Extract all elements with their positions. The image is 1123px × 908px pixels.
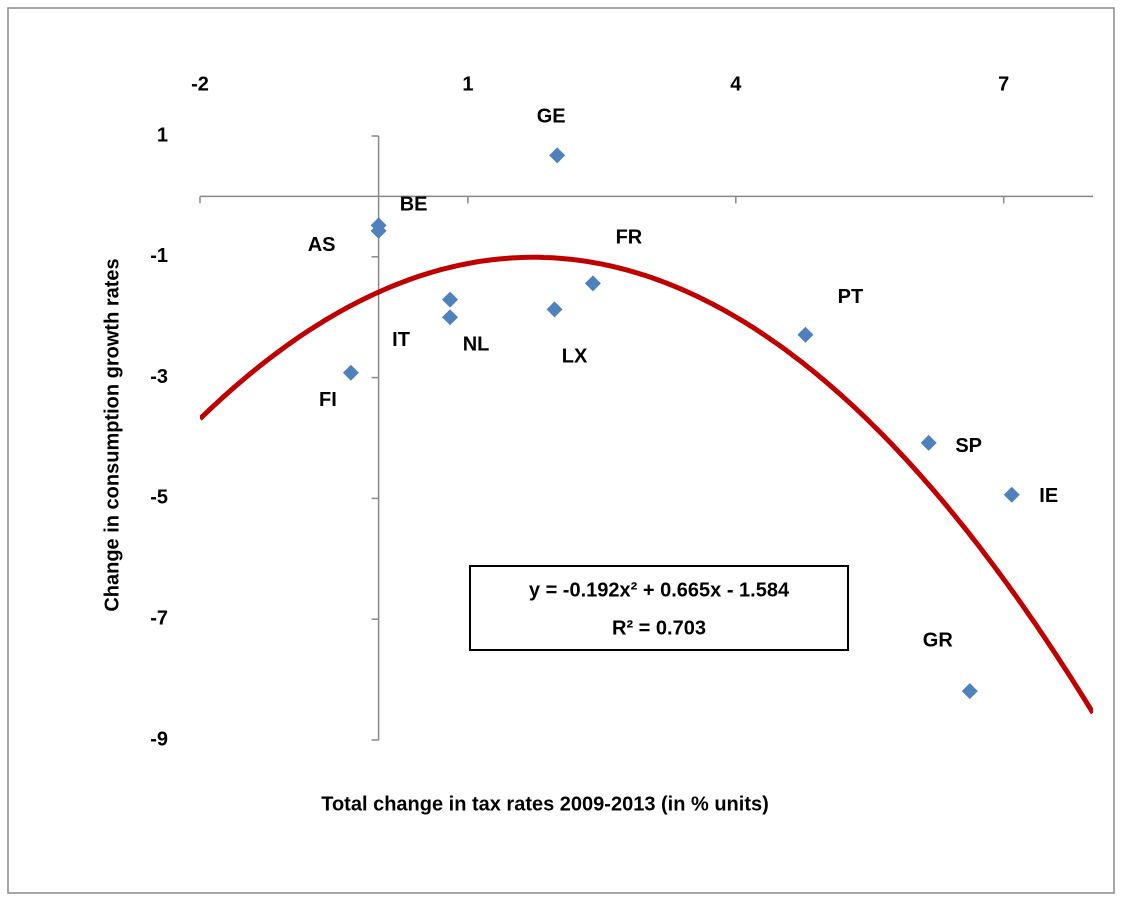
point-label: NL xyxy=(463,333,490,355)
point-label: SP xyxy=(955,435,982,457)
point xyxy=(920,434,937,451)
y-tick-label: 1 xyxy=(157,124,168,146)
x-tick-label: 1 xyxy=(462,73,473,95)
y-tick-label: -9 xyxy=(150,728,168,750)
point-label: IE xyxy=(1039,485,1058,507)
point-label: GR xyxy=(923,629,954,651)
y-tick-label: -7 xyxy=(150,607,168,629)
point-label: AS xyxy=(308,234,336,256)
r-squared: R² = 0.703 xyxy=(612,617,706,639)
y-tick-label: -3 xyxy=(150,366,168,388)
chart-border xyxy=(7,7,1115,894)
point-label: FR xyxy=(616,227,643,249)
y-axis-title: Change in consumption growth rates xyxy=(101,258,123,611)
point xyxy=(546,301,563,318)
point xyxy=(961,683,978,700)
x-tick-label: 7 xyxy=(998,73,1009,95)
x-axis-title: Total change in tax rates 2009-2013 (in … xyxy=(321,793,769,815)
point xyxy=(549,147,566,164)
y-tick-label: -1 xyxy=(150,245,168,267)
point-label: BE xyxy=(400,194,428,216)
point xyxy=(370,222,387,239)
x-tick-label: 4 xyxy=(730,73,742,95)
equation-box xyxy=(469,565,849,651)
y-tick-label: -5 xyxy=(150,487,168,509)
point xyxy=(442,291,459,308)
equation: y = -0.192x² + 0.665x - 1.584 xyxy=(529,579,790,601)
point xyxy=(584,275,601,292)
point-label: GE xyxy=(537,106,566,128)
point xyxy=(342,364,359,381)
point-label: LX xyxy=(562,346,588,368)
point-label: PT xyxy=(838,286,864,308)
point xyxy=(1003,486,1020,503)
trendline xyxy=(200,254,1093,715)
x-tick-label: -2 xyxy=(191,73,209,95)
point xyxy=(442,309,459,326)
point-label: FI xyxy=(319,389,337,411)
point xyxy=(797,326,814,343)
point-label: IT xyxy=(392,329,410,351)
